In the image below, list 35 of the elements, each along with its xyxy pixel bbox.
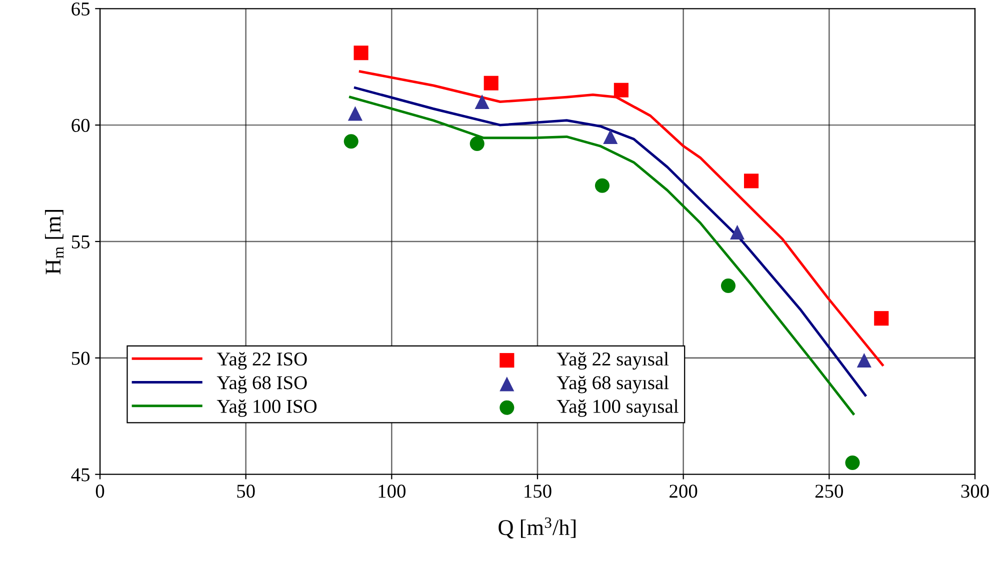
y-tick-label: 60 (72, 118, 90, 132)
point (344, 134, 358, 149)
legend-label: Yağ 100 ISO (216, 399, 317, 417)
point (470, 136, 484, 151)
point (603, 129, 618, 144)
point (348, 106, 362, 121)
legend-label: Yağ 68 sayısal (556, 376, 669, 394)
legend-label: Yağ 100 sayısal (556, 399, 678, 417)
point (874, 311, 889, 326)
x-tick-label: 250 (815, 484, 844, 498)
legend-label: Yağ 22 ISO (216, 352, 307, 370)
legend-label: Yağ 22 sayısal (556, 352, 669, 370)
x-axis-title: Q [m$^{3}$/h] (498, 517, 576, 538)
y-tick-label: 55 (72, 236, 90, 248)
point (354, 46, 368, 60)
x-tick-label: 300 (961, 484, 989, 498)
x-tick-label: 50 (237, 484, 255, 498)
point (720, 278, 736, 294)
point (730, 224, 745, 240)
x-tick-label: 150 (524, 484, 552, 498)
y-axis-title: H$_{m}$ [m] (44, 210, 64, 274)
point (744, 174, 759, 188)
point (484, 76, 498, 90)
point (845, 455, 860, 470)
point (614, 82, 628, 98)
y-tick-label: 50 (72, 352, 90, 365)
x-tick-label: 0 (96, 484, 104, 498)
point (856, 352, 872, 368)
x-tick-label: 100 (378, 484, 406, 498)
legend-label: Yağ 68 ISO (216, 376, 307, 394)
x-tick-label: 200 (670, 484, 698, 498)
point (474, 94, 490, 110)
point (594, 178, 610, 193)
y-tick-label: 65 (72, 2, 90, 16)
y-tick-label: 45 (71, 468, 90, 482)
